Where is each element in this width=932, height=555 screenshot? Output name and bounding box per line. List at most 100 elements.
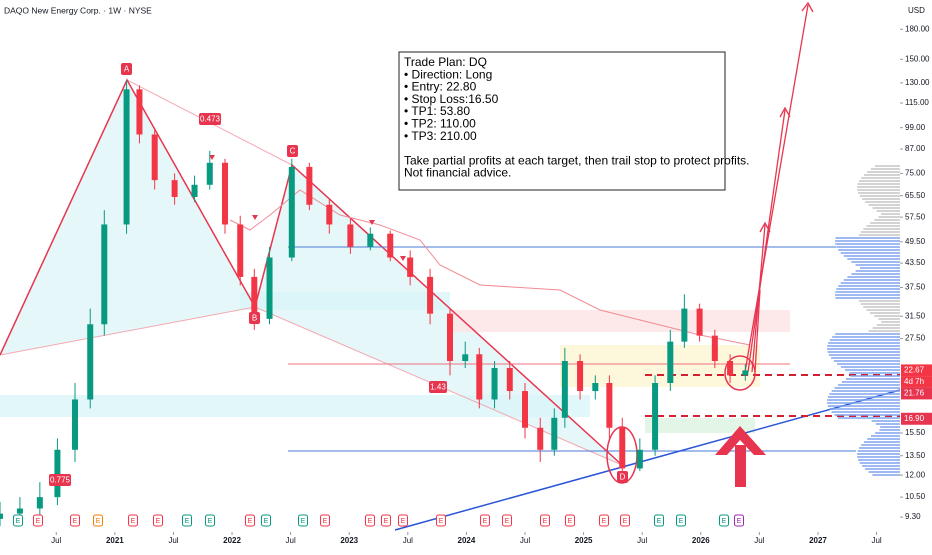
x-tick-label: Jul (286, 536, 296, 545)
candle-body (742, 370, 749, 376)
volume-bar (827, 396, 900, 398)
volume-bar (827, 345, 900, 347)
volume-bar (835, 243, 900, 245)
candle-body (206, 162, 213, 185)
event-icon[interactable] (205, 514, 215, 527)
y-tick-label: 13.50 (905, 451, 926, 460)
event-label: E (439, 518, 444, 525)
y-tick-label: 49.50 (905, 237, 926, 246)
highlight-circle (724, 355, 756, 391)
last-price-bg (901, 364, 932, 377)
event-icon[interactable] (565, 514, 575, 527)
event-icon[interactable] (381, 514, 391, 527)
y-tick-label: 65.50 (905, 191, 926, 200)
currency: USD (908, 6, 925, 15)
event-icon[interactable] (33, 514, 43, 527)
event-label: E (483, 518, 488, 525)
candle-body (561, 361, 568, 418)
volume-bar (868, 330, 900, 332)
y-tick-label: 9.30 (905, 512, 921, 521)
x-tick-label: 2022 (223, 536, 241, 545)
x-tick-label: 2025 (575, 536, 593, 545)
volume-bar (829, 354, 900, 356)
projection (744, 4, 809, 373)
event-icon[interactable] (128, 514, 138, 527)
event-label: E (185, 518, 190, 525)
event-label: E (156, 518, 161, 525)
volume-bar (834, 387, 900, 389)
event-icon[interactable] (93, 514, 103, 527)
y-tick-label: 43.50 (905, 258, 926, 267)
pattern-fill (255, 165, 622, 465)
event-icon[interactable] (654, 514, 664, 527)
marker (400, 256, 406, 261)
event-icon[interactable] (676, 514, 686, 527)
event-label: E (543, 518, 548, 525)
event-icon[interactable] (502, 514, 512, 527)
event-icon[interactable] (261, 514, 271, 527)
volume-bar (863, 441, 900, 443)
candles (0, 80, 749, 527)
arrow-head (779, 106, 791, 118)
event-label: E (623, 518, 628, 525)
volume-bar (840, 366, 900, 368)
volume-bar (855, 270, 900, 272)
volume-bar (827, 351, 900, 353)
event-icon[interactable] (13, 514, 23, 527)
volume-bar (879, 429, 900, 431)
stop-price-bg (901, 412, 932, 425)
event-icon[interactable] (599, 514, 609, 527)
event-icon[interactable] (320, 514, 330, 527)
event-icon[interactable] (620, 514, 630, 527)
event-icon[interactable] (398, 514, 408, 527)
stop-price: 16.90 (904, 414, 925, 423)
event-icon[interactable] (298, 514, 308, 527)
pattern-labels: A B C D 0.473 1.43 0.775 (49, 63, 628, 486)
y-tick-label: 37.50 (905, 283, 926, 292)
volume-bar (840, 282, 900, 284)
event-icon[interactable] (70, 514, 80, 527)
candle-body (476, 354, 483, 400)
pattern-label: C (290, 147, 296, 156)
candle-body (387, 233, 394, 258)
label-box (429, 381, 447, 393)
volume-bar (863, 306, 900, 308)
event-icon[interactable] (182, 514, 192, 527)
volume-bar (835, 237, 900, 239)
label-box (121, 63, 132, 75)
volume-bar (868, 471, 900, 473)
event-icon[interactable] (540, 514, 550, 527)
support-price: 21.76 (904, 389, 925, 398)
volume-bar (829, 393, 900, 395)
volume-bar (845, 378, 900, 380)
event-icon[interactable] (734, 514, 744, 527)
volume-bar (876, 210, 900, 212)
label-box (287, 145, 298, 157)
event-icon[interactable] (153, 514, 163, 527)
candle-body (16, 508, 23, 514)
volume-bar (857, 183, 900, 185)
candle-body (447, 313, 453, 362)
marker (369, 220, 375, 225)
volume-bar (857, 186, 900, 188)
label-box (199, 113, 221, 125)
event-label: E (96, 518, 101, 525)
marker (209, 155, 215, 160)
candle-body (251, 276, 258, 319)
event-icon[interactable] (245, 514, 255, 527)
volume-bar (875, 165, 900, 167)
candle-body (266, 257, 273, 319)
x-tick-label: 2026 (692, 536, 710, 545)
event-icon[interactable] (719, 514, 729, 527)
event-icon[interactable] (480, 514, 490, 527)
candle-body (222, 162, 228, 225)
event-icon[interactable] (436, 514, 446, 527)
volume-bar (838, 249, 900, 251)
volume-bar (835, 297, 900, 299)
event-icon[interactable] (365, 514, 375, 527)
volume-bar (881, 213, 900, 215)
candle-body (72, 399, 78, 450)
volume-bar (835, 333, 900, 335)
volume-bar (859, 195, 900, 197)
volume-bar (874, 315, 900, 317)
